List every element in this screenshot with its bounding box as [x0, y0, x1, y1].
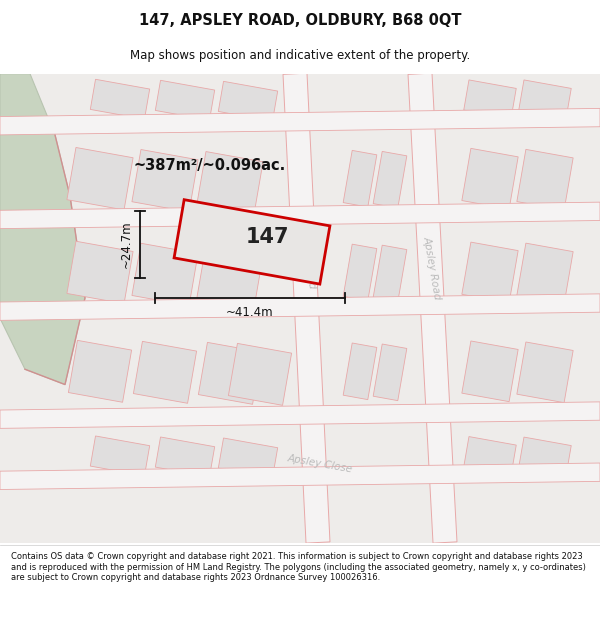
- Polygon shape: [155, 81, 215, 120]
- Text: ~24.7m: ~24.7m: [119, 221, 133, 268]
- Polygon shape: [464, 80, 516, 119]
- Polygon shape: [197, 245, 263, 308]
- Polygon shape: [462, 242, 518, 302]
- Polygon shape: [197, 151, 263, 214]
- Polygon shape: [517, 342, 573, 402]
- Text: Apsley Road: Apsley Road: [296, 224, 317, 290]
- Polygon shape: [462, 148, 518, 209]
- Polygon shape: [133, 341, 197, 403]
- Text: Apsley Close: Apsley Close: [287, 453, 353, 475]
- Polygon shape: [373, 245, 407, 302]
- Polygon shape: [68, 341, 131, 402]
- Polygon shape: [343, 244, 377, 301]
- Polygon shape: [0, 402, 600, 428]
- Text: Contains OS data © Crown copyright and database right 2021. This information is : Contains OS data © Crown copyright and d…: [11, 552, 586, 582]
- Text: Apsley Road: Apsley Road: [421, 235, 443, 300]
- Polygon shape: [0, 108, 600, 135]
- Polygon shape: [67, 241, 133, 304]
- Polygon shape: [132, 149, 198, 212]
- Polygon shape: [67, 148, 133, 210]
- Polygon shape: [91, 79, 149, 119]
- Polygon shape: [373, 344, 407, 401]
- Polygon shape: [218, 81, 278, 121]
- Polygon shape: [0, 74, 85, 384]
- Polygon shape: [373, 151, 407, 208]
- Polygon shape: [517, 243, 573, 304]
- Polygon shape: [91, 436, 149, 476]
- Polygon shape: [519, 437, 571, 476]
- Polygon shape: [462, 341, 518, 402]
- Polygon shape: [132, 243, 198, 306]
- Polygon shape: [517, 149, 573, 210]
- Polygon shape: [174, 200, 330, 284]
- Text: ~387m²/~0.096ac.: ~387m²/~0.096ac.: [134, 158, 286, 173]
- Polygon shape: [229, 343, 292, 406]
- Polygon shape: [343, 343, 377, 399]
- Polygon shape: [155, 437, 215, 477]
- Text: 147: 147: [245, 227, 289, 247]
- Polygon shape: [343, 151, 377, 207]
- Polygon shape: [408, 73, 457, 543]
- Polygon shape: [283, 73, 330, 543]
- Polygon shape: [218, 438, 278, 478]
- Polygon shape: [519, 80, 571, 119]
- Polygon shape: [0, 463, 600, 489]
- Polygon shape: [0, 294, 600, 321]
- Text: Map shows position and indicative extent of the property.: Map shows position and indicative extent…: [130, 49, 470, 62]
- Text: 147, APSLEY ROAD, OLDBURY, B68 0QT: 147, APSLEY ROAD, OLDBURY, B68 0QT: [139, 13, 461, 28]
- Polygon shape: [464, 437, 516, 475]
- Polygon shape: [199, 342, 262, 404]
- Text: ~41.4m: ~41.4m: [226, 306, 274, 319]
- Polygon shape: [0, 202, 600, 229]
